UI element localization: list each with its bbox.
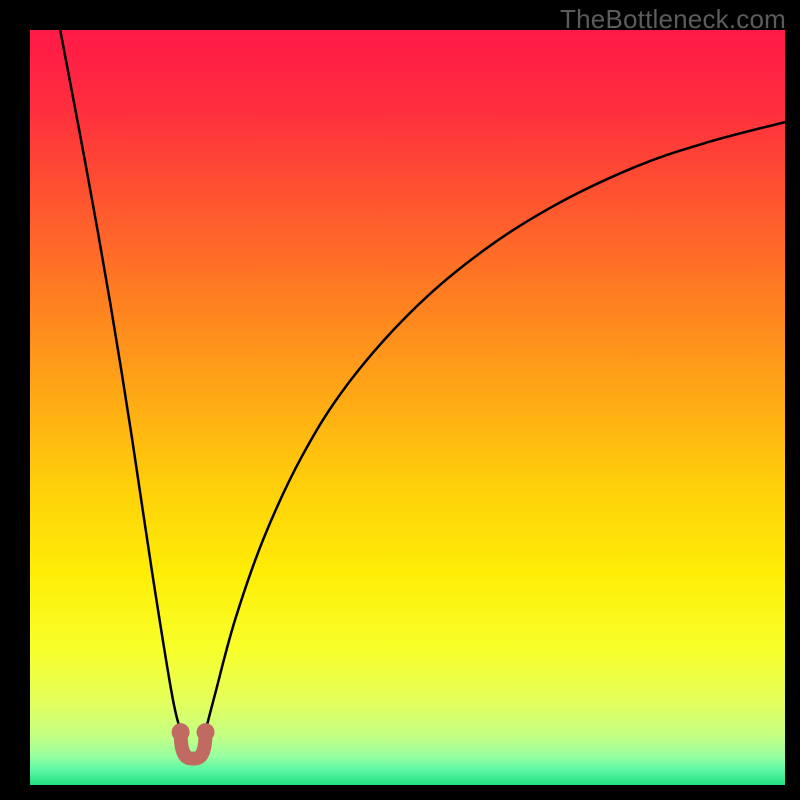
bottleneck-chart: [0, 0, 800, 800]
chart-frame: TheBottleneck.com: [0, 0, 800, 800]
cusp-end-dot-left: [172, 723, 190, 741]
plot-background: [30, 30, 785, 785]
cusp-end-dot-right: [197, 723, 215, 741]
watermark-text: TheBottleneck.com: [560, 4, 786, 35]
